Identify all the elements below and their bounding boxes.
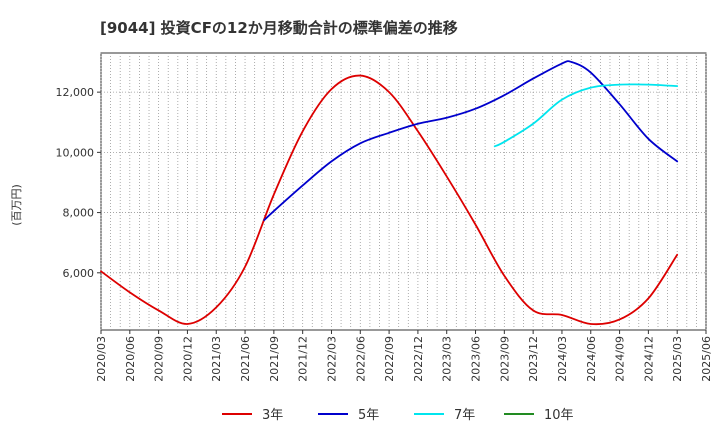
x-tick-label: 2022/03 — [325, 336, 338, 382]
x-tick-label: 2020/09 — [153, 336, 166, 382]
x-tick-label: 2021/09 — [268, 336, 281, 382]
y-tick-label: 12,000 — [56, 86, 95, 99]
series-line-3 — [493, 83, 679, 148]
x-tick-label: 2020/12 — [181, 336, 194, 382]
axis-layer: 6,000 8,000 10,000 12,000 2020/03 2020/06 2020… — [56, 86, 714, 382]
x-tick-label: 2021/03 — [210, 336, 223, 382]
x-tick-label: 2023/09 — [498, 336, 511, 382]
x-tick-label: 2025/06 — [700, 336, 713, 382]
x-tick-label: 2020/06 — [124, 336, 137, 382]
x-tick-label: 2023/12 — [527, 336, 540, 382]
plot-frame — [100, 52, 707, 331]
legend: 3年 5年 7年 10年 — [222, 408, 574, 423]
x-tick-label: 2021/06 — [239, 336, 252, 382]
x-tick-label: 2022/12 — [412, 336, 425, 382]
x-tick-label: 2024/03 — [556, 336, 569, 382]
legend-label-2: 5年 — [358, 408, 379, 423]
x-tick-label: 2020/03 — [95, 336, 108, 382]
x-tick-label: 2022/09 — [383, 336, 396, 382]
legend-label-1: 3年 — [262, 408, 283, 423]
x-tick-label: 2023/03 — [441, 336, 454, 382]
legend-label-4: 10年 — [544, 408, 574, 423]
x-tick-label: 2025/03 — [671, 336, 684, 382]
series-line-1 — [100, 74, 679, 326]
x-tick-label: 2024/06 — [585, 336, 598, 382]
series-layer — [100, 60, 679, 326]
y-tick-label: 8,000 — [63, 207, 95, 220]
y-tick-label: 6,000 — [63, 267, 95, 280]
legend-label-3: 7年 — [454, 408, 475, 423]
chart-title: [9044] 投資CFの12か月移動合計の標準偏差の推移 — [100, 19, 458, 37]
y-tick-label: 10,000 — [56, 146, 95, 159]
x-tick-label: 2024/09 — [614, 336, 627, 382]
series-line-2 — [263, 60, 679, 221]
x-tick-label: 2022/06 — [354, 336, 367, 382]
x-tick-label: 2023/06 — [470, 336, 483, 382]
plot-area — [100, 52, 707, 331]
x-tick-label: 2021/12 — [297, 336, 310, 382]
y-axis-label: (百万円) — [10, 184, 23, 226]
x-tick-label: 2024/12 — [642, 336, 655, 382]
